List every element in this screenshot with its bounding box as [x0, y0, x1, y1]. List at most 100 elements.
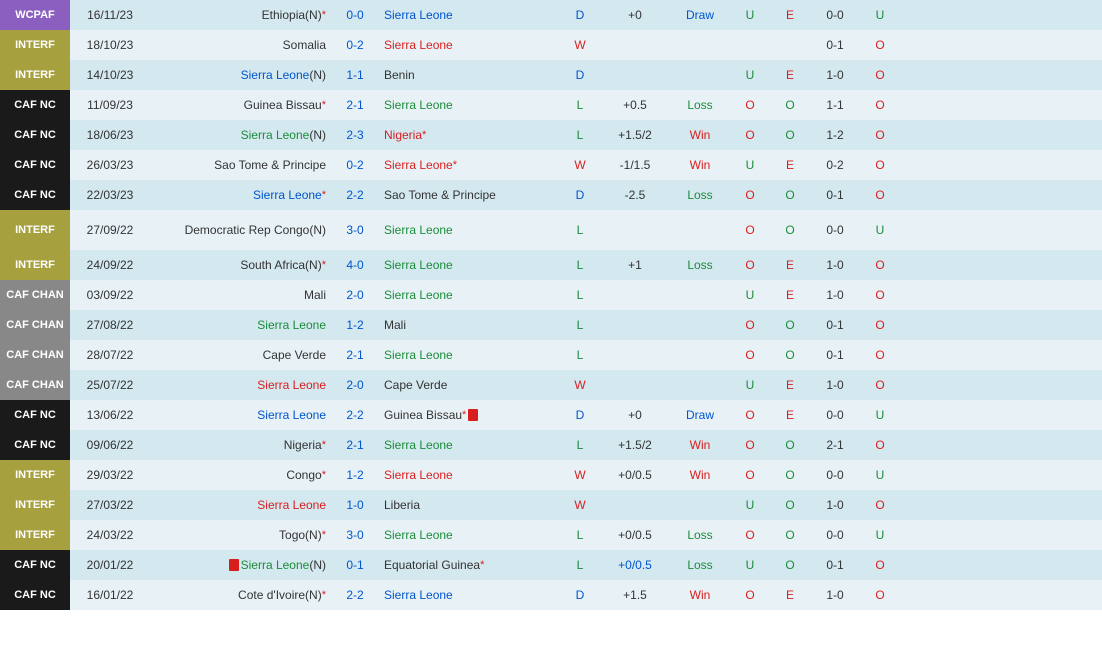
- match-score[interactable]: 3-0: [330, 520, 380, 550]
- match-row[interactable]: WCPAF16/11/23Ethiopia(N)*0-0Sierra Leone…: [0, 0, 1102, 30]
- away-team[interactable]: Sierra Leone: [380, 250, 560, 280]
- match-score[interactable]: 1-1: [330, 60, 380, 90]
- match-score[interactable]: 2-0: [330, 280, 380, 310]
- match-score[interactable]: 4-0: [330, 250, 380, 280]
- away-team[interactable]: Guinea Bissau*: [380, 400, 560, 430]
- competition-badge[interactable]: CAF NC: [0, 180, 70, 210]
- home-team[interactable]: South Africa(N)*: [150, 250, 330, 280]
- match-row[interactable]: INTERF27/03/22Sierra Leone1-0LiberiaWUO1…: [0, 490, 1102, 520]
- competition-badge[interactable]: WCPAF: [0, 0, 70, 30]
- competition-badge[interactable]: CAF NC: [0, 580, 70, 610]
- home-team[interactable]: Sierra Leone(N): [150, 120, 330, 150]
- competition-badge[interactable]: CAF NC: [0, 150, 70, 180]
- competition-badge[interactable]: CAF NC: [0, 90, 70, 120]
- match-row[interactable]: CAF CHAN25/07/22Sierra Leone2-0Cape Verd…: [0, 370, 1102, 400]
- match-score[interactable]: 2-2: [330, 400, 380, 430]
- match-row[interactable]: INTERF24/03/22Togo(N)*3-0Sierra LeoneL+0…: [0, 520, 1102, 550]
- home-team[interactable]: Sao Tome & Principe: [150, 150, 330, 180]
- match-score[interactable]: 2-3: [330, 120, 380, 150]
- home-team[interactable]: Democratic Rep Congo(N): [150, 210, 330, 250]
- competition-badge[interactable]: CAF NC: [0, 430, 70, 460]
- away-team[interactable]: Nigeria*: [380, 120, 560, 150]
- match-score[interactable]: 0-0: [330, 0, 380, 30]
- home-team[interactable]: Sierra Leone: [150, 370, 330, 400]
- match-row[interactable]: INTERF29/03/22Congo*1-2Sierra LeoneW+0/0…: [0, 460, 1102, 490]
- home-team[interactable]: Cape Verde: [150, 340, 330, 370]
- competition-badge[interactable]: CAF CHAN: [0, 340, 70, 370]
- match-score[interactable]: 2-2: [330, 180, 380, 210]
- away-team[interactable]: Cape Verde: [380, 370, 560, 400]
- away-team[interactable]: Mali: [380, 310, 560, 340]
- match-row[interactable]: CAF CHAN03/09/22Mali2-0Sierra LeoneLUE1-…: [0, 280, 1102, 310]
- home-team[interactable]: Togo(N)*: [150, 520, 330, 550]
- match-row[interactable]: CAF NC26/03/23Sao Tome & Principe0-2Sier…: [0, 150, 1102, 180]
- match-row[interactable]: INTERF18/10/23Somalia0-2Sierra LeoneW0-1…: [0, 30, 1102, 60]
- home-team[interactable]: Sierra Leone(N): [150, 550, 330, 580]
- home-team[interactable]: Sierra Leone(N): [150, 60, 330, 90]
- match-score[interactable]: 2-1: [330, 340, 380, 370]
- competition-badge[interactable]: INTERF: [0, 490, 70, 520]
- competition-badge[interactable]: INTERF: [0, 460, 70, 490]
- competition-badge[interactable]: CAF CHAN: [0, 310, 70, 340]
- match-row[interactable]: CAF NC09/06/22Nigeria*2-1Sierra LeoneL+1…: [0, 430, 1102, 460]
- competition-badge[interactable]: CAF NC: [0, 550, 70, 580]
- away-team[interactable]: Sierra Leone: [380, 580, 560, 610]
- away-team[interactable]: Sierra Leone: [380, 460, 560, 490]
- match-score[interactable]: 2-1: [330, 90, 380, 120]
- match-row[interactable]: CAF NC13/06/22Sierra Leone2-2Guinea Biss…: [0, 400, 1102, 430]
- home-team[interactable]: Sierra Leone: [150, 310, 330, 340]
- match-score[interactable]: 0-2: [330, 150, 380, 180]
- match-row[interactable]: CAF NC22/03/23Sierra Leone*2-2Sao Tome &…: [0, 180, 1102, 210]
- home-team[interactable]: Sierra Leone*: [150, 180, 330, 210]
- match-score[interactable]: 2-2: [330, 580, 380, 610]
- away-team[interactable]: Sierra Leone: [380, 30, 560, 60]
- home-team[interactable]: Ethiopia(N)*: [150, 0, 330, 30]
- competition-badge[interactable]: CAF NC: [0, 120, 70, 150]
- home-team[interactable]: Cote d'Ivoire(N)*: [150, 580, 330, 610]
- match-score[interactable]: 1-0: [330, 490, 380, 520]
- match-score[interactable]: 2-1: [330, 430, 380, 460]
- home-team[interactable]: Somalia: [150, 30, 330, 60]
- match-score[interactable]: 0-1: [330, 550, 380, 580]
- match-row[interactable]: CAF NC18/06/23Sierra Leone(N)2-3Nigeria*…: [0, 120, 1102, 150]
- competition-badge[interactable]: CAF NC: [0, 400, 70, 430]
- competition-badge[interactable]: CAF CHAN: [0, 370, 70, 400]
- away-team[interactable]: Equatorial Guinea*: [380, 550, 560, 580]
- competition-badge[interactable]: INTERF: [0, 210, 70, 250]
- away-team[interactable]: Sierra Leone: [380, 0, 560, 30]
- match-row[interactable]: CAF CHAN27/08/22Sierra Leone1-2MaliLOO0-…: [0, 310, 1102, 340]
- match-row[interactable]: CAF NC11/09/23Guinea Bissau*2-1Sierra Le…: [0, 90, 1102, 120]
- home-team[interactable]: Mali: [150, 280, 330, 310]
- match-row[interactable]: INTERF14/10/23Sierra Leone(N)1-1BeninDUE…: [0, 60, 1102, 90]
- away-team[interactable]: Sierra Leone: [380, 520, 560, 550]
- match-score[interactable]: 3-0: [330, 210, 380, 250]
- match-score[interactable]: 2-0: [330, 370, 380, 400]
- competition-badge[interactable]: INTERF: [0, 520, 70, 550]
- home-team[interactable]: Congo*: [150, 460, 330, 490]
- away-team[interactable]: Liberia: [380, 490, 560, 520]
- home-team[interactable]: Guinea Bissau*: [150, 90, 330, 120]
- home-team[interactable]: Sierra Leone: [150, 490, 330, 520]
- home-team[interactable]: Sierra Leone: [150, 400, 330, 430]
- away-team[interactable]: Sierra Leone: [380, 90, 560, 120]
- away-team[interactable]: Sierra Leone*: [380, 150, 560, 180]
- match-score[interactable]: 1-2: [330, 460, 380, 490]
- competition-badge[interactable]: INTERF: [0, 250, 70, 280]
- match-row[interactable]: INTERF27/09/22Democratic Rep Congo(N)3-0…: [0, 210, 1102, 250]
- match-score[interactable]: 1-2: [330, 310, 380, 340]
- away-team[interactable]: Benin: [380, 60, 560, 90]
- match-row[interactable]: CAF NC20/01/22 Sierra Leone(N)0-1Equator…: [0, 550, 1102, 580]
- competition-badge[interactable]: INTERF: [0, 30, 70, 60]
- away-team[interactable]: Sierra Leone: [380, 340, 560, 370]
- away-team[interactable]: Sierra Leone: [380, 430, 560, 460]
- away-team[interactable]: Sierra Leone: [380, 210, 560, 250]
- competition-badge[interactable]: CAF CHAN: [0, 280, 70, 310]
- match-row[interactable]: CAF CHAN28/07/22Cape Verde2-1Sierra Leon…: [0, 340, 1102, 370]
- home-team[interactable]: Nigeria*: [150, 430, 330, 460]
- away-team[interactable]: Sierra Leone: [380, 280, 560, 310]
- match-row[interactable]: CAF NC16/01/22Cote d'Ivoire(N)*2-2Sierra…: [0, 580, 1102, 610]
- match-row[interactable]: INTERF24/09/22South Africa(N)*4-0Sierra …: [0, 250, 1102, 280]
- match-score[interactable]: 0-2: [330, 30, 380, 60]
- competition-badge[interactable]: INTERF: [0, 60, 70, 90]
- away-team[interactable]: Sao Tome & Principe: [380, 180, 560, 210]
